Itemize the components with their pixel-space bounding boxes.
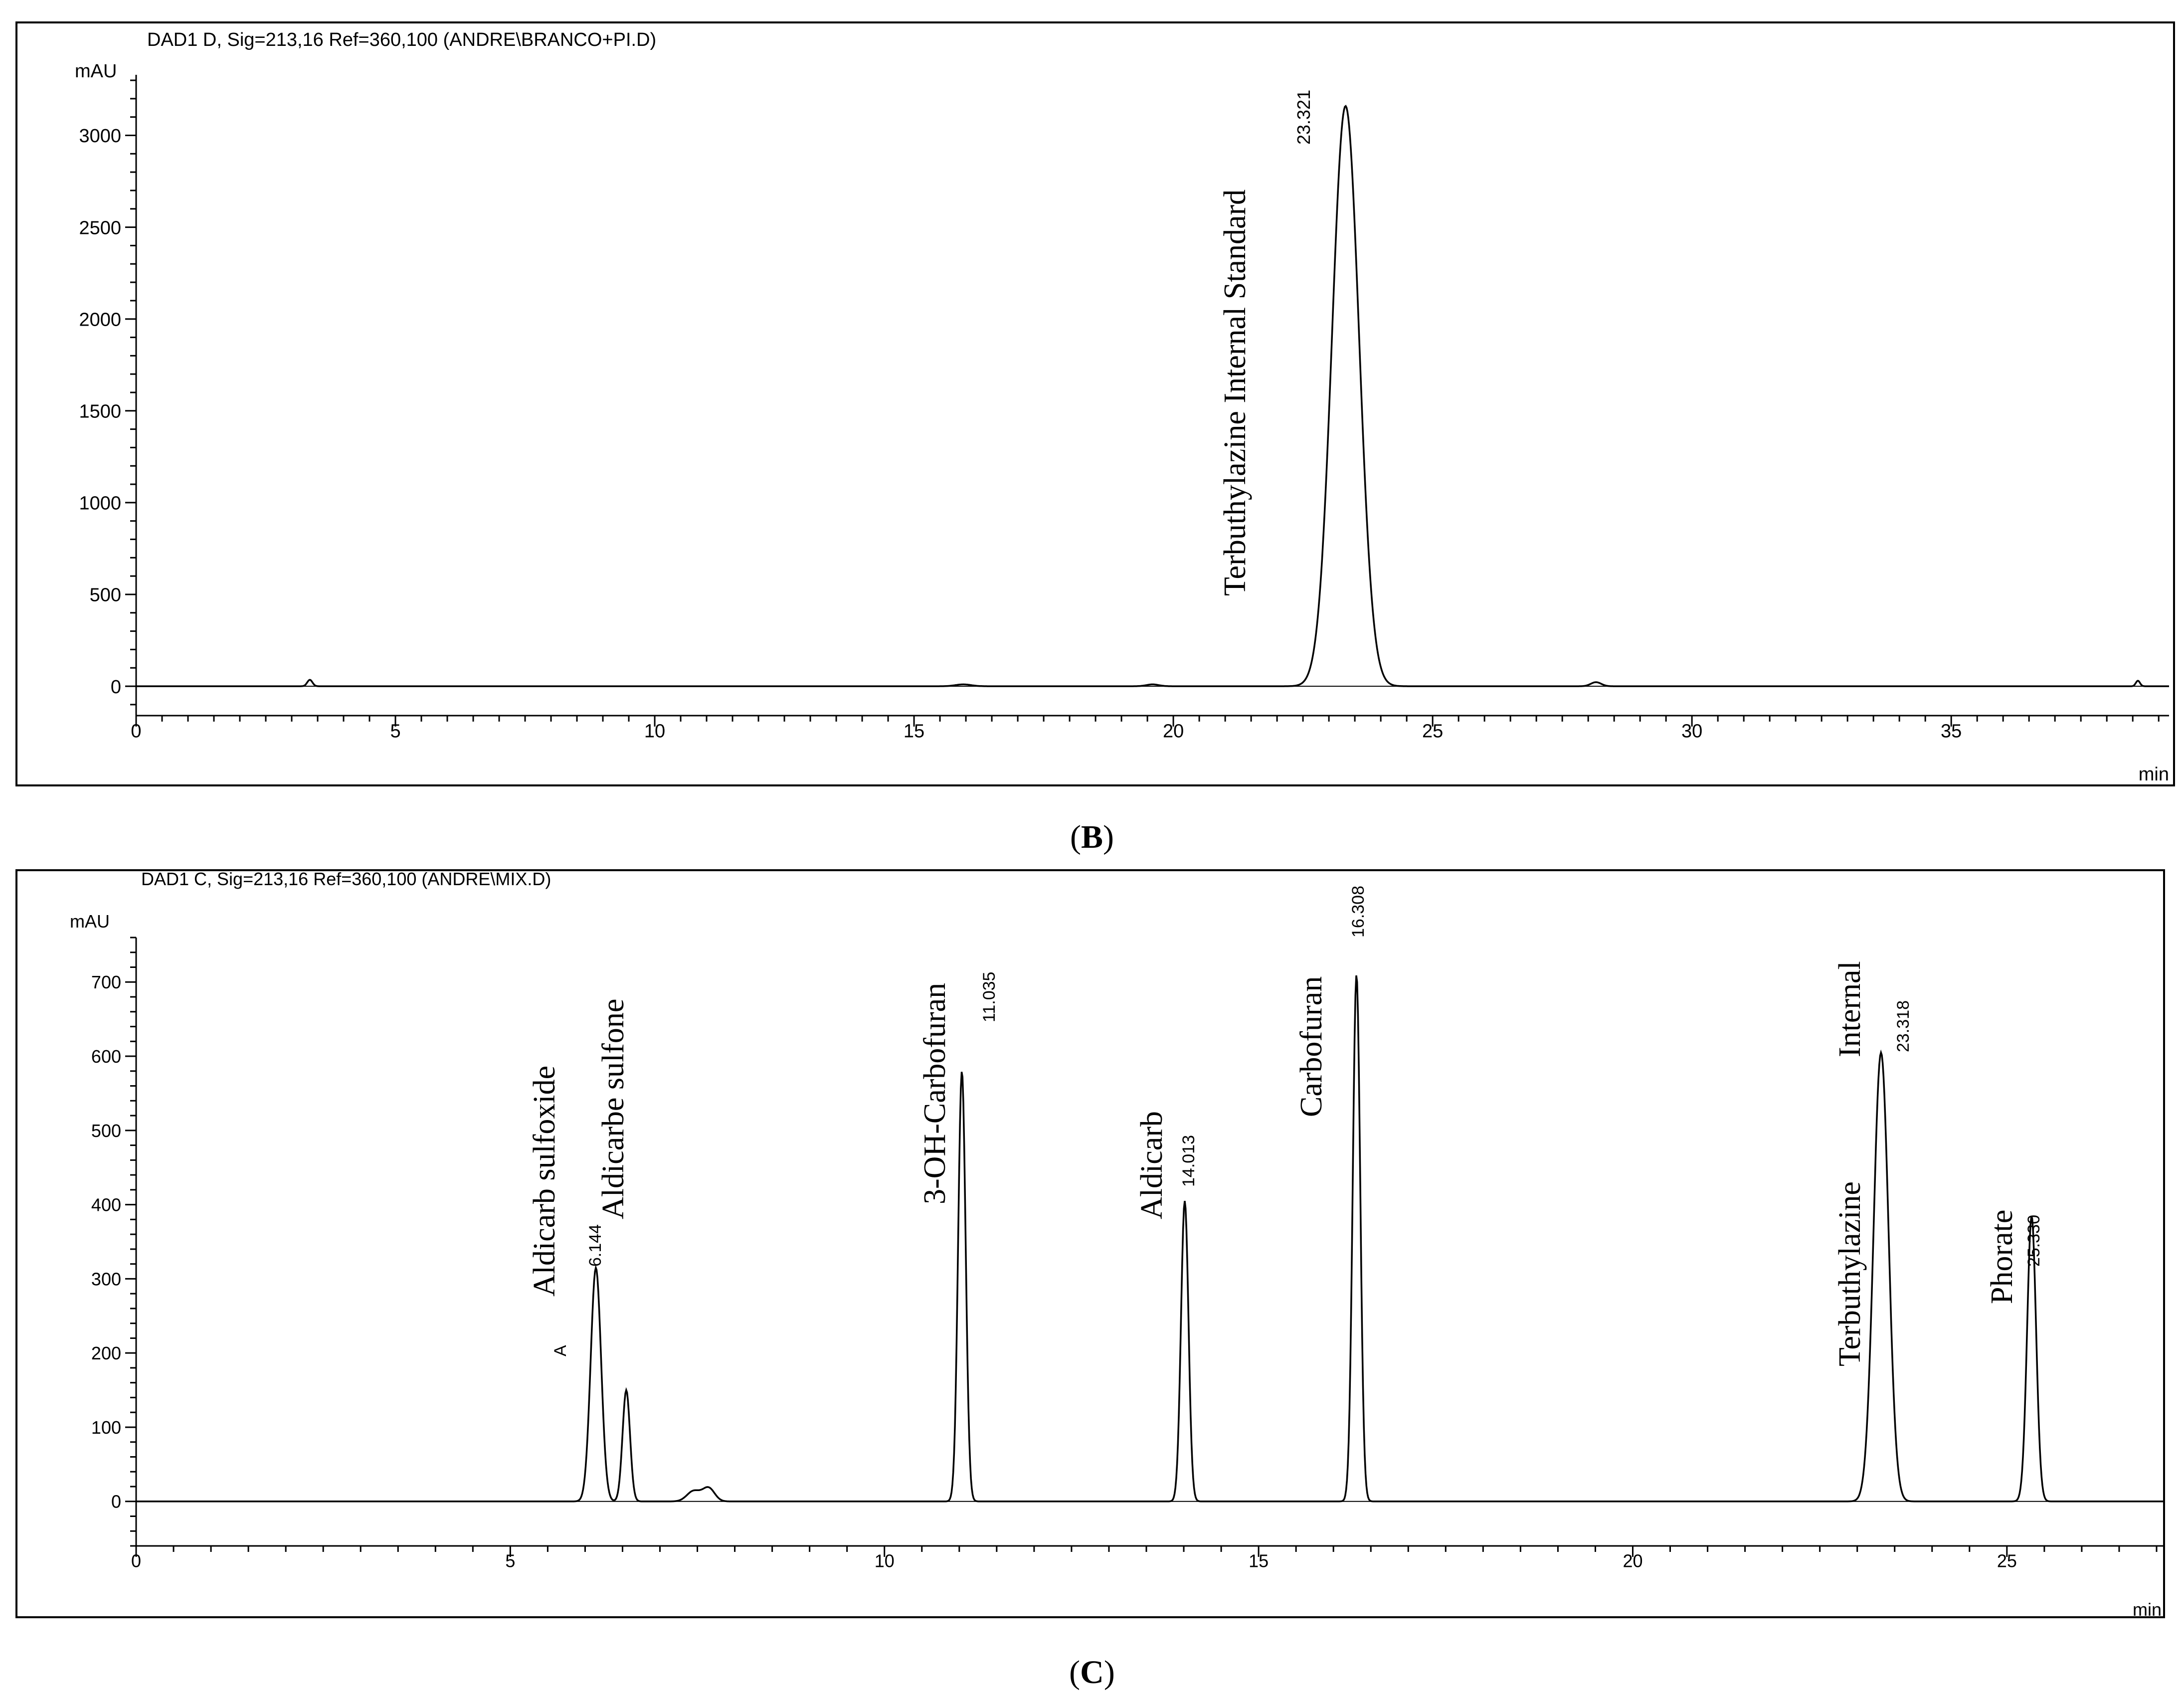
y-tick-label: 2500 — [79, 217, 121, 238]
peak-retention-label: 25.330 — [2024, 1215, 2043, 1267]
x-tick-label: 15 — [904, 721, 924, 742]
peak-compound-label: Aldicarb sulfoxide — [528, 1066, 561, 1297]
y-tick-label: 500 — [90, 585, 121, 606]
panel-frame — [15, 869, 2165, 1618]
peak-compound-label: Carbofuran — [1294, 976, 1328, 1117]
panel-caption: (B) — [1070, 819, 1114, 855]
peak-retention-label: 11.035 — [980, 972, 999, 1022]
y-tick-label: 2000 — [79, 309, 121, 330]
y-tick-label: 300 — [91, 1269, 121, 1289]
x-unit-label: min — [2133, 1599, 2162, 1620]
x-tick-label: 5 — [390, 721, 400, 742]
x-tick-label: 20 — [1163, 721, 1184, 742]
x-tick-label: 30 — [1681, 721, 1702, 742]
x-tick-label: 20 — [1623, 1551, 1642, 1571]
y-tick-label: 200 — [91, 1343, 121, 1363]
peak-compound-label: Terbuthylazine Internal Standard — [1218, 189, 1252, 596]
signal-trace — [136, 975, 2164, 1503]
y-tick-label: 700 — [91, 972, 121, 992]
peak-compound-label: Aldicarbe sulfone — [596, 999, 630, 1219]
peak-retention-label: 16.308 — [1349, 886, 1368, 938]
peak-retention-label: 6.144 — [586, 1224, 605, 1267]
x-tick-label: 0 — [131, 1551, 141, 1571]
panel-frame — [15, 21, 2175, 786]
signal-title: DAD1 C, Sig=213,16 Ref=360,100 (ANDRE\MI… — [141, 869, 551, 889]
y-tick-label: 400 — [91, 1195, 121, 1215]
peak-retention-label: 23.321 — [1293, 90, 1314, 145]
peak-marker-label: A — [551, 1345, 570, 1356]
peak-compound-label: Phorate — [1985, 1210, 2019, 1304]
y-tick-label: 0 — [111, 677, 121, 698]
signal-title: DAD1 D, Sig=213,16 Ref=360,100 (ANDRE\BR… — [147, 29, 656, 50]
y-tick-label: 600 — [91, 1046, 121, 1067]
y-unit-label: mAU — [75, 61, 117, 82]
y-tick-label: 100 — [91, 1417, 121, 1438]
peak-compound-label: Internal — [1833, 961, 1867, 1057]
x-tick-label: 35 — [1941, 721, 1962, 742]
x-unit-label: min — [2139, 764, 2169, 785]
peak-compound-label: 3-OH-Carbofuran — [918, 983, 952, 1204]
y-tick-label: 1500 — [79, 401, 121, 422]
y-tick-label: 3000 — [79, 126, 121, 147]
signal-trace — [136, 105, 2169, 687]
x-tick-label: 0 — [131, 721, 141, 742]
y-unit-label: mAU — [70, 911, 110, 932]
x-tick-label: 10 — [875, 1551, 895, 1571]
peak-compound-label: Terbuthylazine — [1833, 1181, 1867, 1366]
x-tick-label: 15 — [1249, 1551, 1269, 1571]
y-tick-label: 500 — [91, 1121, 121, 1141]
y-tick-label: 1000 — [79, 493, 121, 514]
panel-caption: (C) — [1069, 1654, 1115, 1691]
y-tick-label: 0 — [111, 1492, 121, 1512]
x-tick-label: 5 — [505, 1551, 515, 1571]
chromatogram-panel-C: DAD1 C, Sig=213,16 Ref=360,100 (ANDRE\MI… — [15, 869, 2165, 1691]
x-tick-label: 10 — [644, 721, 665, 742]
x-tick-label: 25 — [1422, 721, 1443, 742]
peak-retention-label: 14.013 — [1179, 1135, 1198, 1187]
peak-retention-label: 23.318 — [1894, 1000, 1913, 1052]
peak-compound-label: Aldicarb — [1135, 1111, 1169, 1219]
chromatogram-panel-B: DAD1 D, Sig=213,16 Ref=360,100 (ANDRE\BR… — [15, 21, 2175, 855]
x-tick-label: 25 — [1997, 1551, 2017, 1571]
